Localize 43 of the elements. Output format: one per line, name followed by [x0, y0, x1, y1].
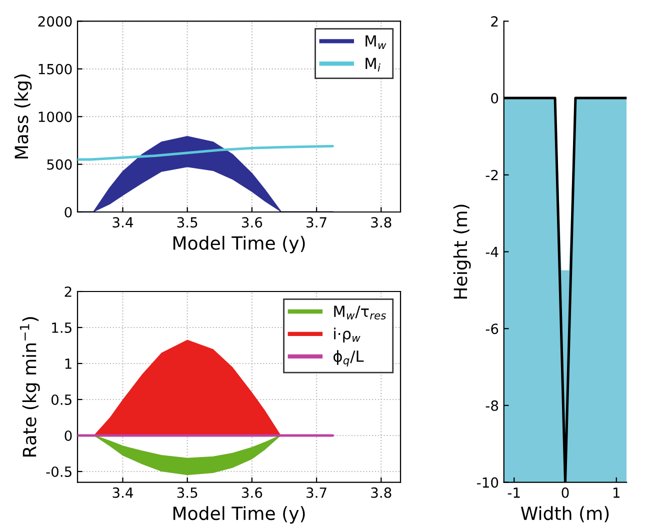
legend-label: M$_{w}$: [366, 35, 386, 50]
y-tick-label: 2: [64, 286, 72, 297]
x-tick-label: 0: [562, 487, 569, 498]
y-tick-label: 1: [65, 358, 72, 369]
x-tick-label: 3.4: [112, 217, 134, 228]
x-tick-label: 3.8: [371, 487, 392, 498]
x-axis-title: Model Time (y): [173, 236, 305, 254]
y-tick-label: -4: [486, 246, 498, 258]
x-tick-label: -1: [508, 488, 520, 498]
x-tick-label: 3.5: [177, 217, 198, 228]
y-tick-label: 0: [491, 93, 498, 104]
y-tick-label: -6: [486, 324, 498, 334]
legend-label: M$_{w}$/τ$_{res}$: [334, 306, 386, 320]
y-axis-title: Mass (kg): [14, 74, 32, 158]
legend-label: M$_{i}$: [366, 58, 380, 72]
x-tick-label: 3.7: [306, 487, 326, 498]
y-tick-label: 2000: [38, 16, 72, 27]
x-tick-label: 3.7: [306, 217, 326, 228]
y-tick-label: 2: [491, 16, 498, 26]
y-tick-label: 0.5: [51, 394, 72, 405]
y-axis-title: Height (m): [453, 204, 471, 299]
x-tick-label: 3.5: [177, 487, 198, 498]
y-tick-label: 500: [47, 159, 72, 170]
y-tick-label: 1000: [38, 112, 72, 122]
y-axis-title: Rate (kg min$^{−1}$): [20, 317, 40, 456]
line-series: [78, 144, 334, 161]
y-tick-label: 1500: [38, 64, 72, 74]
x-axis-title: Model Time (y): [173, 506, 305, 524]
legend-label: i·ρ$_{w}$: [334, 328, 360, 342]
x-tick-label: 3.8: [371, 217, 392, 228]
y-tick-label: 1.5: [52, 322, 72, 333]
x-tick-label: 3.6: [242, 487, 262, 498]
x-tick-label: 3.4: [112, 487, 134, 498]
x-tick-label: 3.6: [242, 217, 262, 228]
y-tick-label: -10: [477, 477, 498, 488]
y-tick-label: 0: [64, 430, 72, 441]
y-tick-label: 0: [64, 206, 72, 218]
legend-label: ϕ$_{q}$/L: [334, 350, 364, 366]
x-tick-label: 1: [614, 488, 620, 498]
y-tick-label: -2: [486, 170, 498, 180]
y-tick-label: -0.5: [46, 466, 72, 477]
x-axis-title: Width (m): [520, 506, 609, 522]
y-tick-label: -8: [486, 400, 498, 411]
